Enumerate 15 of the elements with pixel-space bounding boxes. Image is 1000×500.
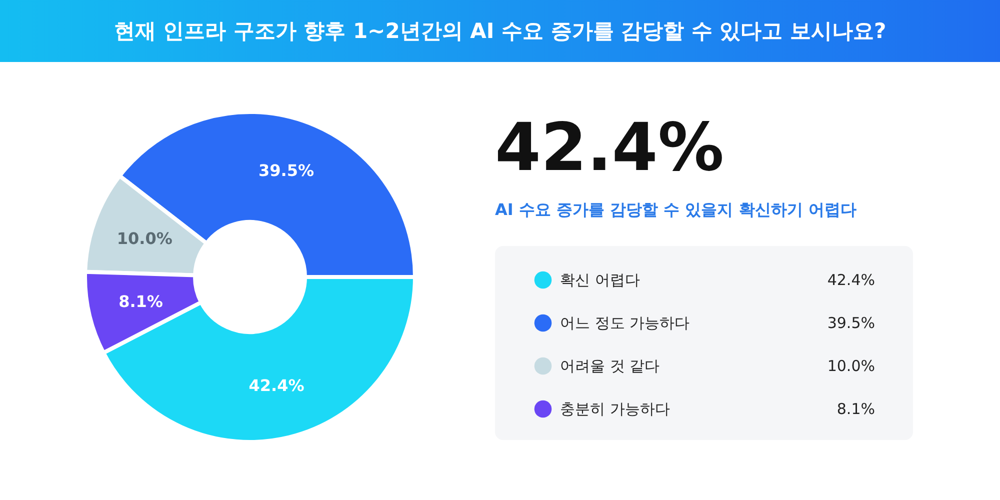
data-label: 39.5%: [258, 161, 314, 180]
legend-label: 확신 어렵다: [560, 271, 640, 289]
text: 8.1%: [836, 400, 875, 418]
text: AI 수요 증가를 감당할 수 있을지 확신하기 어렵다: [495, 200, 856, 219]
chart-title: 현재 인프라 구조가 향후 1~2년간의 AI 수요 증가를 감당할 수 있다고 보시나요?: [0, 0, 1000, 62]
data-label: 42.4%: [248, 376, 304, 395]
data-label: 10.0%: [116, 229, 172, 248]
text: 39.5%: [827, 314, 875, 332]
legend-label: 충분히 가능하다: [560, 400, 670, 418]
data-label: 8.1%: [118, 292, 163, 311]
text: 42.4%: [495, 109, 724, 186]
text: 10.0%: [827, 357, 875, 375]
legend-label: 어느 정도 가능하다: [560, 314, 690, 332]
text: 42.4%: [827, 271, 875, 289]
legend-label: 어려울 것 같다: [560, 357, 660, 375]
